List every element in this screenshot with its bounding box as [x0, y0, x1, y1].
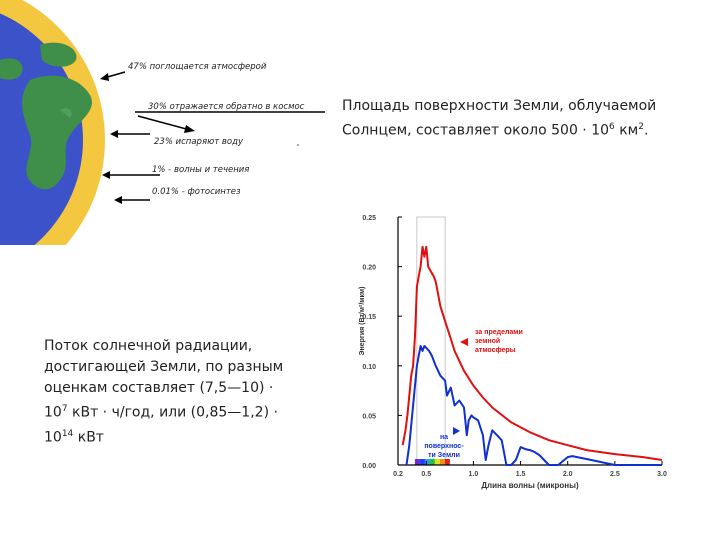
- spectrum-chart-svg: 0.00 0.05 0.10 0.15 0.20 0.25 0.2 0.5 1.0 1.5 2.0 2…: [359, 215, 667, 490]
- annotation-outside-atmosphere-text: земной: [475, 337, 500, 345]
- spectrum-strip-segment: [444, 459, 450, 465]
- flux-text-line1: Поток солнечной радиации,: [44, 338, 253, 354]
- flux-text-line2: достигающей Земли, по разным: [44, 359, 284, 375]
- area-text-line2: Солнцем, составляет около 500 · 106 км2.: [342, 122, 649, 139]
- flow-label-reflected: 30% отражается обратно в космос: [148, 102, 305, 112]
- flow-label-evaporation: 23% испаряют воду: [154, 137, 243, 147]
- y-tick-label: 0.05: [362, 413, 376, 420]
- annotation-earth-surface-text: ти Земли: [428, 452, 460, 459]
- spectrum-strip-segment: [424, 459, 430, 465]
- series-line-outside-atmosphere: [401, 245, 663, 461]
- y-tick-label: 0.25: [362, 215, 376, 222]
- y-tick-label: 0.15: [362, 314, 376, 321]
- flux-text-line4: 107 кВт · ч/год, или (0,85—1,2) ·: [44, 404, 278, 421]
- annotation-outside-atmosphere-arrow: [460, 338, 468, 346]
- flow-label-waves: 1% - волны и течения: [152, 165, 250, 175]
- arrowhead-absorbed: [100, 73, 109, 81]
- continent-shape: [40, 42, 77, 67]
- x-tick-label: 0.2: [393, 471, 403, 478]
- spectrum-chart: 0.00 0.05 0.10 0.15 0.20 0.25 0.2 0.5 1.0 1.5 2.0 2…: [340, 205, 680, 505]
- x-tick-label: 2.0: [563, 471, 573, 478]
- area-text-line1: Площадь поверхности Земли, облучаемой: [342, 98, 657, 114]
- series-line-earth-surface: [405, 345, 662, 466]
- x-tick-label: 3.0: [657, 471, 667, 478]
- spectrum-strip-segment: [439, 459, 445, 465]
- y-tick-label: 0.20: [362, 265, 376, 272]
- x-axis-label: Длина волны (микроны): [481, 481, 579, 490]
- continent-shape: [22, 75, 92, 190]
- earth-illustration: [0, 0, 325, 245]
- flux-text-line3: оценкам составляет (7,5—10) ·: [44, 380, 274, 396]
- arrow-reflected-out: [137, 115, 191, 131]
- spectrum-strip-segment: [429, 459, 435, 465]
- arrow-heads: [100, 73, 195, 204]
- spectrum-strip-segment: [414, 459, 420, 465]
- arrowhead-waves: [102, 171, 110, 179]
- x-tick-label: 1.0: [469, 471, 479, 478]
- continent-shape: [60, 108, 72, 118]
- energy-arrows: [103, 71, 325, 201]
- flow-label-absorbed: 47% поглощается атмосферой: [128, 62, 267, 72]
- annotation-earth-surface-text: поверхнос-: [424, 443, 464, 450]
- y-tick-label: 0.10: [362, 364, 376, 371]
- arrowhead-photosynthesis: [114, 196, 122, 204]
- spectrum-strip-segment: [434, 459, 440, 465]
- annotation-outside-atmosphere-text: атмосферы: [475, 347, 516, 354]
- annotation-outside-atmosphere-text: за пределами: [475, 329, 523, 336]
- flow-label-photosynthesis: 0.01% - фотосинтез: [152, 187, 241, 197]
- y-tick-label: 0.00: [362, 463, 376, 470]
- x-tick-label: 1.5: [516, 471, 526, 478]
- continent-shape: [0, 58, 23, 80]
- stray-dot: [297, 144, 299, 146]
- y-axis-label: Энергия (Вт/м²/мкм): [359, 287, 366, 356]
- arrowhead-evaporation: [110, 130, 118, 138]
- x-tick-label: 2.5: [610, 471, 620, 478]
- annotation-earth-surface-arrow: [453, 427, 460, 435]
- area-text: Площадь поверхности Земли, облучаемой Со…: [342, 96, 656, 142]
- flux-text-line5: 1014 кВт: [44, 428, 104, 446]
- annotation-earth-surface-text: на: [440, 434, 448, 441]
- flux-text: Поток солнечной радиации, достигающей Зе…: [44, 336, 283, 448]
- x-tick-label: 0.5: [421, 471, 431, 478]
- arrowhead-reflected: [184, 125, 195, 133]
- spectrum-strip-segment: [419, 459, 425, 465]
